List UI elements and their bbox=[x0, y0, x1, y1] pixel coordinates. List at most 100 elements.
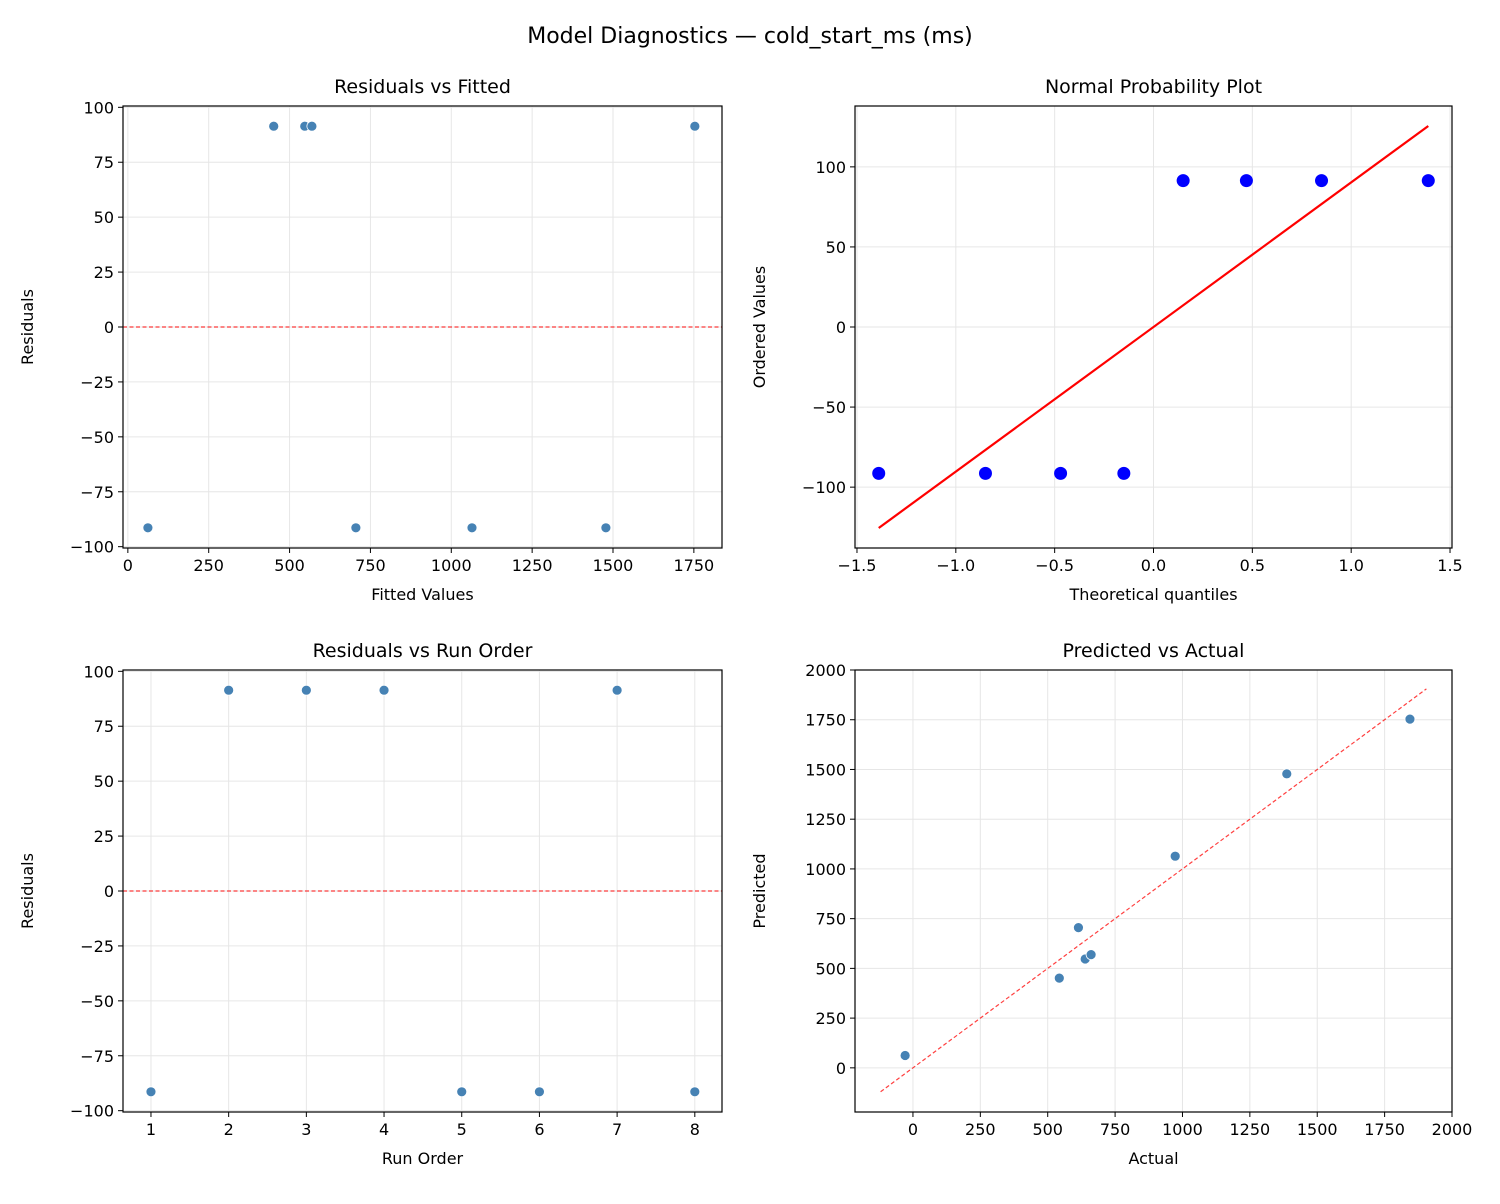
data-point bbox=[300, 684, 312, 696]
y-axis-label: Predicted bbox=[750, 853, 769, 928]
y-tick-label: 0 bbox=[104, 318, 114, 337]
subplot-3: 1 2 3 4 5 6 7 8 −100 −75 −50 −25 0 25 50 75 100 Residuals… bbox=[18, 640, 723, 1168]
x-tick-label: 5 bbox=[457, 1120, 467, 1139]
y-tick-label: 75 bbox=[94, 153, 114, 172]
y-tick-label: 0 bbox=[836, 318, 846, 337]
data-point bbox=[978, 466, 992, 480]
y-axis-label: Residuals bbox=[18, 853, 37, 929]
axes-frame bbox=[854, 669, 1453, 1113]
data-point bbox=[350, 522, 362, 534]
y-tick-label: −100 bbox=[802, 478, 846, 497]
x-tick-label: −0.5 bbox=[1035, 556, 1074, 575]
x-tick-label: 7 bbox=[612, 1120, 622, 1139]
data-point bbox=[1073, 922, 1084, 934]
x-tick-label: 8 bbox=[690, 1120, 700, 1139]
data-point bbox=[223, 684, 235, 696]
data-point bbox=[1053, 972, 1065, 984]
y-tick-label: 25 bbox=[94, 827, 114, 846]
data-point bbox=[534, 1086, 545, 1098]
data-point bbox=[145, 1086, 157, 1098]
x-tick-label: 1.0 bbox=[1338, 556, 1363, 575]
y-tick-label: 500 bbox=[815, 959, 846, 978]
y-tick-label: 50 bbox=[94, 208, 114, 227]
x-axis-label: Actual bbox=[1128, 1149, 1178, 1168]
x-tick-label: 250 bbox=[193, 556, 224, 575]
x-tick-label: 0.5 bbox=[1240, 556, 1265, 575]
y-tick-label: 250 bbox=[815, 1009, 846, 1028]
subplot-title: Residuals vs Run Order bbox=[313, 640, 533, 662]
y-tick-label: −50 bbox=[80, 428, 114, 447]
subplot-1: 0 250 500 750 1000 1250 1500 1750 −100 −75 −50 −25 0… bbox=[18, 76, 723, 604]
data-point bbox=[1054, 466, 1068, 480]
reference-line bbox=[880, 688, 1427, 1093]
x-tick-label: 4 bbox=[379, 1120, 389, 1139]
y-tick-label: 1250 bbox=[805, 810, 846, 829]
data-point bbox=[306, 120, 318, 132]
x-tick-label: 1000 bbox=[1162, 1120, 1203, 1139]
y-tick-label: −75 bbox=[80, 483, 114, 502]
data-point bbox=[1239, 174, 1253, 188]
data-point bbox=[268, 120, 280, 132]
data-point bbox=[1315, 174, 1329, 188]
data-point bbox=[899, 1050, 911, 1061]
y-tick-label: −50 bbox=[80, 992, 114, 1011]
y-tick-label: −75 bbox=[80, 1047, 114, 1066]
x-tick-label: 750 bbox=[1100, 1120, 1131, 1139]
axes-frame bbox=[122, 669, 723, 1113]
y-tick-label: −25 bbox=[80, 937, 114, 956]
data-point bbox=[1085, 949, 1097, 961]
x-tick-label: 1750 bbox=[674, 556, 715, 575]
y-tick-label: 100 bbox=[83, 662, 114, 681]
subplot-title: Residuals vs Fitted bbox=[334, 76, 511, 98]
x-tick-label: 2 bbox=[224, 1120, 234, 1139]
y-tick-label: −25 bbox=[80, 373, 114, 392]
x-tick-label: 500 bbox=[1032, 1120, 1063, 1139]
data-point bbox=[142, 522, 154, 534]
y-tick-label: 1500 bbox=[805, 760, 846, 779]
y-tick-label: 100 bbox=[83, 98, 114, 117]
x-tick-label: 500 bbox=[274, 556, 305, 575]
y-tick-label: −50 bbox=[812, 398, 846, 417]
x-tick-label: 6 bbox=[534, 1120, 544, 1139]
data-point bbox=[378, 684, 390, 696]
x-tick-label: 1.5 bbox=[1437, 556, 1462, 575]
y-tick-label: 2000 bbox=[805, 661, 846, 680]
data-point bbox=[1169, 850, 1181, 862]
x-axis-label: Fitted Values bbox=[371, 585, 473, 604]
x-tick-label: 3 bbox=[301, 1120, 311, 1139]
data-point bbox=[600, 522, 612, 534]
axes-frame bbox=[854, 105, 1453, 549]
x-tick-label: 1000 bbox=[431, 556, 472, 575]
x-tick-label: 750 bbox=[355, 556, 386, 575]
x-tick-label: 2000 bbox=[1432, 1120, 1473, 1139]
subplot-4: 0 250 500 750 1000 1250 1500 1750 2000 0 250 500 750… bbox=[750, 640, 1472, 1168]
x-tick-label: 1 bbox=[146, 1120, 156, 1139]
x-tick-label: 1750 bbox=[1364, 1120, 1405, 1139]
y-tick-label: 100 bbox=[815, 158, 846, 177]
reference-line bbox=[878, 125, 1429, 529]
subplot-title: Predicted vs Actual bbox=[1063, 640, 1245, 662]
x-tick-label: 1500 bbox=[593, 556, 634, 575]
data-point bbox=[611, 684, 623, 696]
y-tick-label: 50 bbox=[826, 238, 846, 257]
subplot-2: −1.5 −1.0 −0.5 0.0 0.5 1.0 1.5 −100 −50 0 50 100 Nor… bbox=[750, 76, 1463, 604]
data-point bbox=[1117, 466, 1131, 480]
y-tick-label: 75 bbox=[94, 717, 114, 736]
subplot-title: Normal Probability Plot bbox=[1045, 76, 1262, 98]
data-point bbox=[466, 522, 478, 534]
data-point bbox=[1421, 174, 1435, 188]
y-tick-label: 50 bbox=[94, 772, 114, 791]
x-tick-label: 250 bbox=[965, 1120, 996, 1139]
y-tick-label: 750 bbox=[815, 910, 846, 929]
x-tick-label: 0 bbox=[123, 556, 133, 575]
y-tick-label: 25 bbox=[94, 263, 114, 282]
x-tick-label: −1.0 bbox=[936, 556, 975, 575]
axes-frame bbox=[122, 105, 723, 549]
y-tick-label: −100 bbox=[70, 1102, 114, 1121]
x-axis-label: Run Order bbox=[382, 1149, 464, 1168]
figure-title: Model Diagnostics — cold_start_ms (ms) bbox=[527, 24, 973, 49]
x-tick-label: 0.0 bbox=[1141, 556, 1166, 575]
data-point bbox=[1404, 713, 1416, 725]
